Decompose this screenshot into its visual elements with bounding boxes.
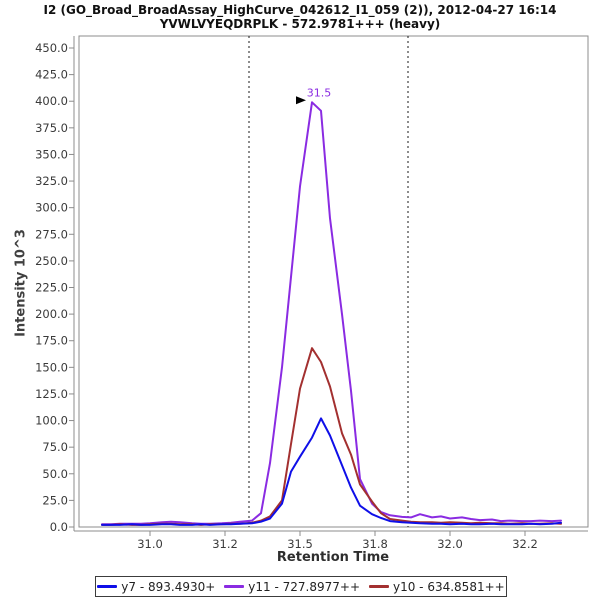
x-tick-label: 32.2: [512, 537, 538, 551]
legend-item-y11: y11 - 727.8977++: [224, 580, 360, 594]
y-tick-label: 0.0: [50, 520, 68, 534]
x-axis-title: Retention Time: [276, 550, 390, 565]
y-tick-label: 350.0: [35, 147, 68, 161]
x-tick-label: 32.0: [437, 537, 463, 551]
y-tick-label: 450.0: [35, 41, 68, 55]
y-tick-label: 100.0: [35, 414, 68, 428]
chart-title: I2 (GO_Broad_BroadAssay_HighCurve_042612…: [43, 3, 557, 17]
y-tick-label: 225.0: [35, 281, 68, 295]
plot-frame: [78, 35, 589, 528]
legend-line-swatch-y7: [97, 585, 118, 588]
y-tick-label: 25.0: [42, 493, 68, 507]
peak-pointer-arrow-icon: [296, 96, 306, 105]
x-tick-label: 31.5: [287, 537, 313, 551]
y-tick-label: 200.0: [35, 307, 68, 321]
y-tick-label: 275.0: [35, 227, 68, 241]
y-tick-label: 375.0: [35, 121, 68, 135]
y-tick-label: 175.0: [35, 334, 68, 348]
series-line-y11: [101, 101, 562, 526]
y-tick-label: 400.0: [35, 94, 68, 108]
legend-label-y7: y7 - 893.4930+: [121, 579, 216, 594]
legend-item-y7: y7 - 893.4930+: [97, 580, 215, 594]
chart-subtitle: YVWLVYEQDRPLK - 572.9781+++ (heavy): [159, 17, 441, 31]
x-tick-label: 31.2: [212, 537, 238, 551]
legend-line-swatch-y10: [369, 585, 389, 588]
legend-line-swatch-y11: [224, 585, 245, 588]
legend: y7 - 893.4930+ y11 - 727.8977++ y10 - 63…: [95, 576, 507, 597]
y-tick-label: 125.0: [35, 387, 68, 401]
y-tick-label: 325.0: [35, 174, 68, 188]
y-axis-title: Intensity 10^3: [13, 229, 29, 337]
y-tick-label: 425.0: [35, 68, 68, 82]
series-line-y7: [101, 417, 562, 526]
y-tick-label: 50.0: [42, 467, 68, 481]
legend-label-y10: y10 - 634.8581++: [393, 579, 505, 594]
x-tick-label: 31.8: [362, 537, 388, 551]
peak-annotation-label: 31.5: [307, 86, 332, 99]
y-tick-label: 250.0: [35, 254, 68, 268]
legend-label-y11: y11 - 727.8977++: [248, 579, 360, 594]
x-tick-label: 31.0: [137, 537, 163, 551]
y-tick-label: 75.0: [42, 440, 68, 454]
y-tick-label: 300.0: [35, 201, 68, 215]
y-tick-label: 150.0: [35, 360, 68, 374]
legend-item-y10: y10 - 634.8581++: [369, 580, 505, 594]
